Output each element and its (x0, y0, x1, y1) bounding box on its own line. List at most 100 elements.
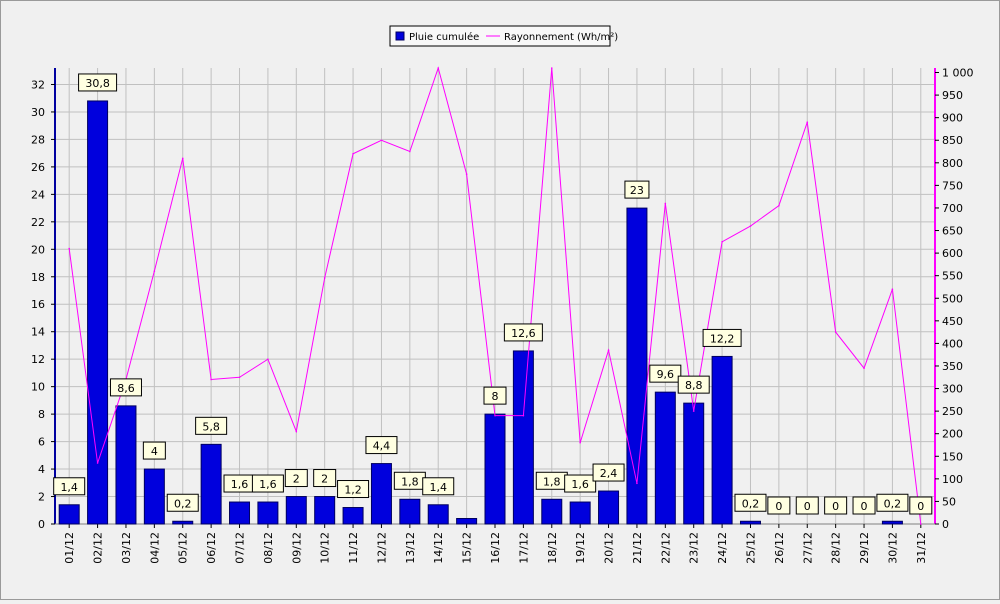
y-left-tick-label: 18 (31, 271, 45, 284)
y-left-tick-label: 14 (31, 326, 45, 339)
data-label-box (78, 73, 118, 92)
line-point-rayonnement (692, 410, 695, 412)
data-label-box (313, 469, 337, 488)
x-tick-label: 22/12 (659, 532, 672, 564)
data-label: 4 (142, 441, 166, 460)
y-left-tick-label: 2 (38, 491, 45, 504)
data-label: 0,2 (734, 493, 767, 512)
line-point-rayonnement (267, 358, 269, 361)
y-left-tick-label: 22 (31, 216, 45, 229)
data-label-box (702, 328, 742, 347)
data-label: 5,8 (195, 416, 228, 435)
x-tick-label: 14/12 (432, 532, 445, 564)
data-label-text: 0 (775, 500, 782, 513)
data-label-text: 1,4 (429, 481, 447, 494)
bar-pluie-cumulee (711, 355, 733, 525)
data-label-text: 0 (917, 500, 924, 513)
legend-label-pluie: Pluie cumulée (409, 31, 479, 43)
x-tick-label: 06/12 (205, 532, 218, 564)
data-label-text: 8,6 (117, 382, 135, 395)
data-label: 1,4 (53, 477, 86, 496)
data-label: 0,2 (166, 493, 199, 512)
data-label: 2,4 (592, 463, 625, 482)
x-tick-label: 10/12 (319, 532, 332, 564)
line-point-rayonnement (636, 482, 638, 485)
data-label-text: 0,2 (742, 497, 760, 510)
line-point-rayonnement (437, 67, 440, 69)
bar-pluie-cumulee (229, 501, 251, 525)
x-tick-label: 20/12 (603, 532, 616, 564)
data-label-box (876, 493, 909, 512)
bar-pluie-cumulee (427, 504, 449, 525)
data-label-box (564, 474, 597, 493)
line-point-rayonnement (494, 414, 496, 417)
bar-pluie-cumulee (598, 490, 620, 525)
data-label: 1,2 (337, 480, 370, 499)
x-tick-label: 25/12 (744, 532, 757, 564)
bar-pluie-cumulee (58, 504, 80, 525)
line-point-rayonnement (834, 331, 837, 333)
data-label-text: 8,8 (685, 379, 703, 392)
data-label-box (284, 469, 308, 488)
bar-pluie-cumulee (881, 520, 903, 525)
data-labels: 1,4 30,8 8,6 4 0,2 5,8 1,6 1,6 2 2 1,2 4,4 1,8 1,4 8 12… (53, 73, 933, 515)
legend: Pluie cumulée Rayonnement (Wh/m²) (389, 25, 618, 47)
data-label-box (852, 496, 876, 515)
data-label-text: 0 (832, 500, 839, 513)
x-tick-label: 28/12 (830, 532, 843, 564)
y-right-tick-label: 450 (942, 315, 963, 328)
y-right-tick-label: 400 (942, 337, 963, 350)
line-point-rayonnement (238, 376, 241, 379)
data-label-box (909, 496, 933, 515)
y-right-tick-label: 850 (942, 134, 963, 147)
y-left-tick-label: 8 (38, 408, 45, 421)
legend-label-rayonnement: Rayonnement (Wh/m²) (504, 32, 618, 43)
y-right-tick-label: 500 (942, 292, 963, 305)
x-tick-label: 03/12 (120, 532, 133, 564)
bar-pluie-cumulee (143, 468, 165, 525)
data-label: 1,6 (251, 474, 284, 493)
x-tick-label: 08/12 (262, 532, 275, 564)
data-label: 2 (284, 469, 308, 488)
y-right-tick-label: 950 (942, 89, 963, 102)
data-label-box (677, 375, 710, 394)
data-label-box (142, 441, 166, 460)
line-point-rayonnement (210, 378, 212, 381)
y-right-tick-label: 250 (942, 405, 963, 418)
y-right-tick-label: 750 (942, 179, 963, 192)
data-label-text: 0 (804, 500, 811, 513)
y-right-tick-label: 550 (942, 270, 963, 283)
x-tick-label: 16/12 (489, 532, 502, 564)
axes: 0246810121416182022242628303205010015020… (31, 67, 974, 564)
legend-swatch-pluie (395, 31, 405, 41)
bar-pluie-cumulee (257, 501, 279, 525)
y-left-tick-label: 0 (38, 518, 45, 531)
data-label: 2 (313, 469, 337, 488)
y-right-tick-label: 600 (942, 247, 963, 260)
data-label: 8,6 (109, 378, 142, 397)
line-point-rayonnement (863, 367, 865, 370)
x-tick-label: 23/12 (688, 532, 701, 564)
data-label: 12,6 (503, 323, 543, 342)
data-label-box (251, 474, 284, 493)
bar-pluie-cumulee (456, 518, 478, 525)
y-left-tick-label: 20 (31, 243, 45, 256)
data-label-box (592, 463, 625, 482)
data-label-box (166, 493, 199, 512)
data-label: 0 (824, 496, 848, 515)
line-point-rayonnement (721, 241, 723, 243)
y-right-tick-label: 1 000 (942, 67, 974, 80)
data-label-text: 1,4 (60, 481, 78, 494)
y-left-tick-label: 30 (31, 106, 45, 119)
x-tick-label: 12/12 (375, 532, 388, 564)
bar-pluie-cumulee (484, 413, 506, 525)
y-left-tick-label: 6 (38, 436, 45, 449)
x-tick-label: 01/12 (63, 532, 76, 564)
line-point-rayonnement (579, 441, 581, 444)
line-series (68, 66, 922, 525)
data-label-box (422, 477, 455, 496)
x-tick-label: 11/12 (347, 532, 360, 564)
line-point-rayonnement (550, 67, 553, 69)
data-label-box (624, 180, 650, 199)
data-label-box (483, 386, 507, 405)
